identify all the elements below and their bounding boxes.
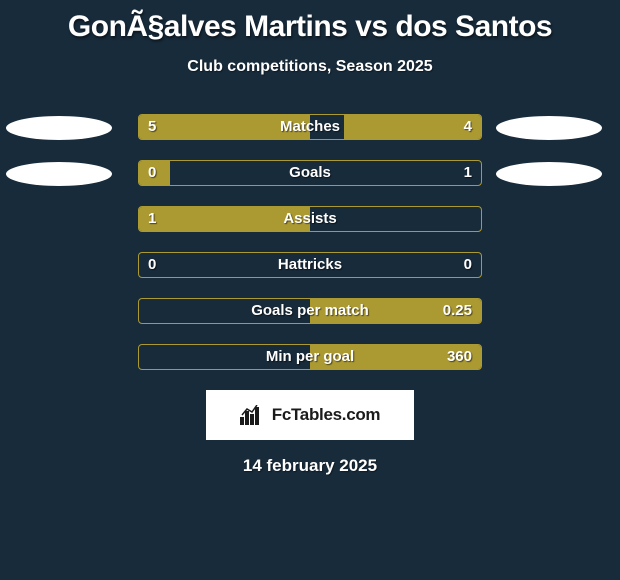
stat-value-left: 5 bbox=[148, 114, 156, 140]
page-subtitle: Club competitions, Season 2025 bbox=[0, 58, 620, 76]
stat-value-right: 0 bbox=[464, 252, 472, 278]
stat-row: Goals01 bbox=[0, 160, 620, 186]
stat-bar-track bbox=[138, 298, 482, 324]
stat-value-right: 1 bbox=[464, 160, 472, 186]
comparison-chart: Matches54Goals01Assists1Hattricks00Goals… bbox=[0, 114, 620, 370]
stat-value-left: 0 bbox=[148, 252, 156, 278]
stat-bar-track bbox=[138, 252, 482, 278]
stat-bar-left-fill bbox=[139, 115, 310, 139]
stat-bar-track bbox=[138, 344, 482, 370]
stat-row: Min per goal360 bbox=[0, 344, 620, 370]
player-right-marker bbox=[496, 162, 602, 186]
stat-value-right: 360 bbox=[447, 344, 472, 370]
stat-bar-track bbox=[138, 206, 482, 232]
stat-bar-track bbox=[138, 114, 482, 140]
player-right-marker bbox=[496, 116, 602, 140]
stat-bar-right-fill bbox=[344, 115, 481, 139]
page-title: GonÃ§alves Martins vs dos Santos bbox=[0, 0, 620, 44]
player-left-marker bbox=[6, 116, 112, 140]
stat-value-right: 0.25 bbox=[443, 298, 472, 324]
stat-row: Hattricks00 bbox=[0, 252, 620, 278]
stat-row: Matches54 bbox=[0, 114, 620, 140]
stat-value-left: 0 bbox=[148, 160, 156, 186]
stat-value-left: 1 bbox=[148, 206, 156, 232]
stat-value-right: 4 bbox=[464, 114, 472, 140]
logo-panel: FcTables.com bbox=[206, 390, 414, 440]
player-left-marker bbox=[6, 162, 112, 186]
date-label: 14 february 2025 bbox=[0, 456, 620, 476]
stat-row: Assists1 bbox=[0, 206, 620, 232]
stat-row: Goals per match0.25 bbox=[0, 298, 620, 324]
stat-bar-left-fill bbox=[139, 207, 310, 231]
logo-text: FcTables.com bbox=[272, 405, 381, 425]
bars-icon bbox=[240, 405, 268, 425]
stat-bar-track bbox=[138, 160, 482, 186]
